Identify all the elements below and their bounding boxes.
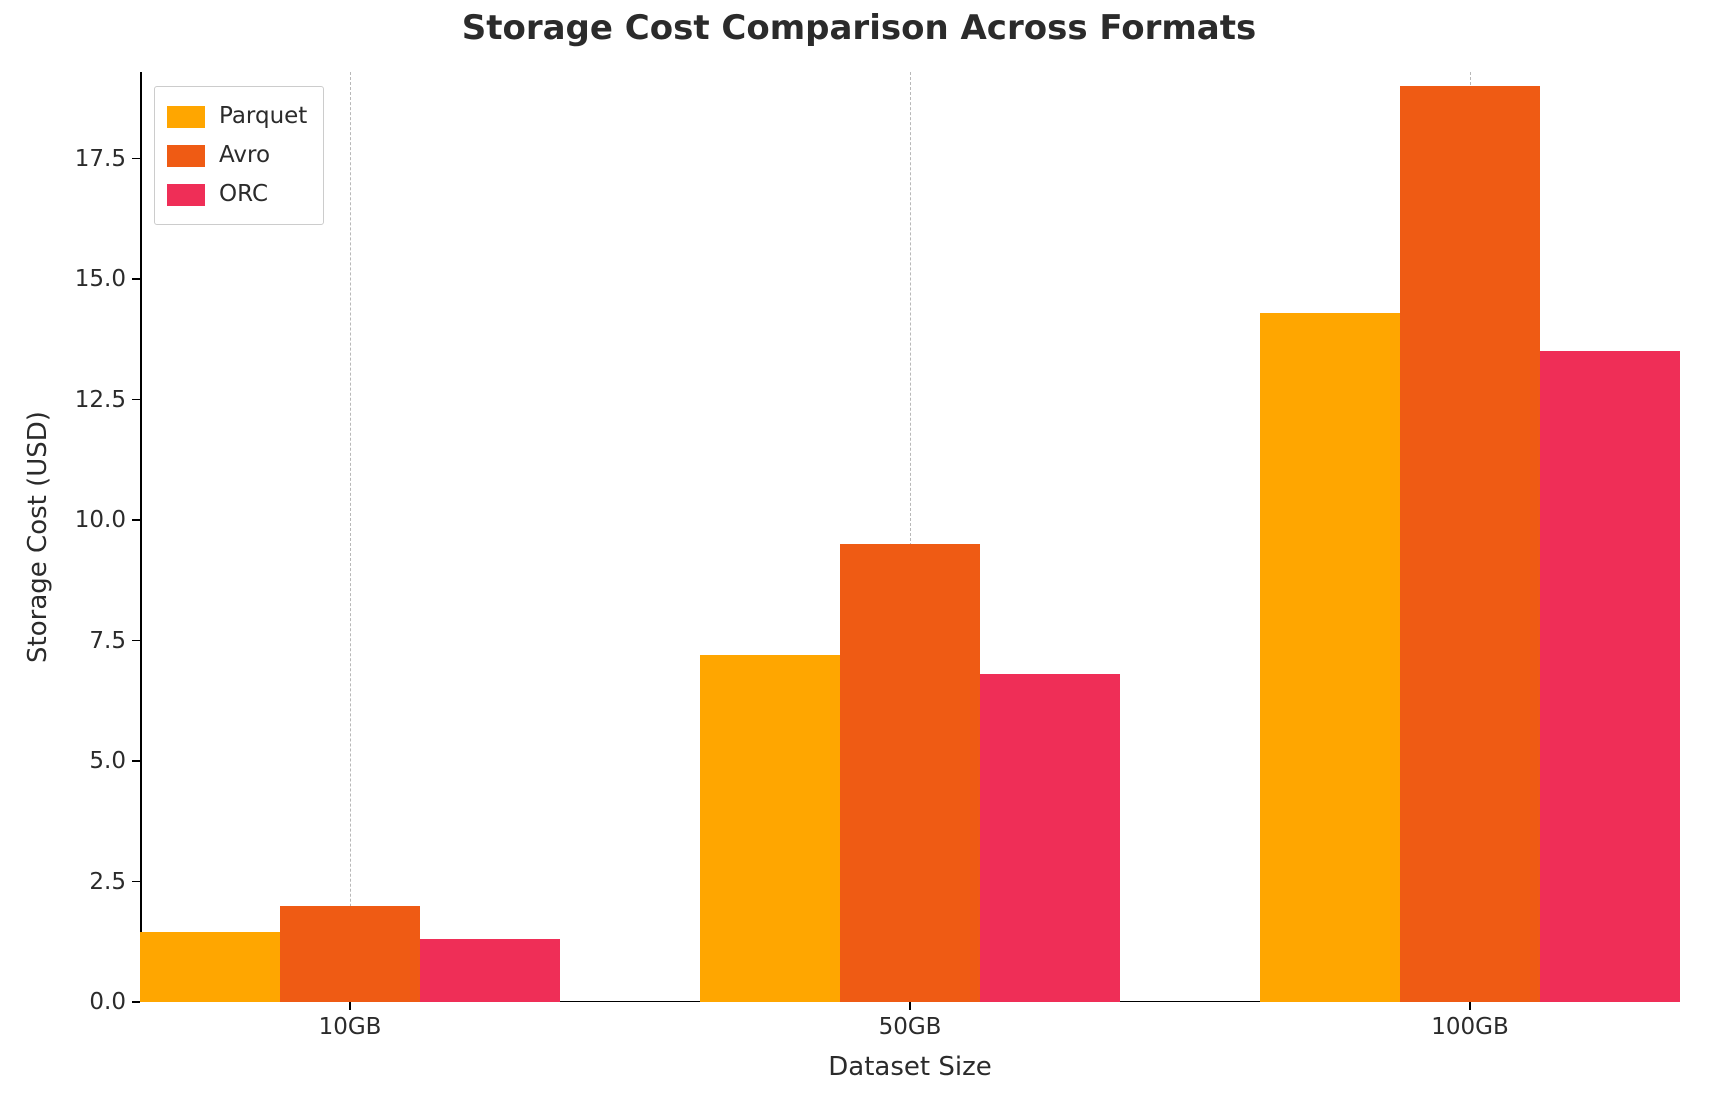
legend-item: Avro bbox=[167, 136, 307, 175]
ytick-mark bbox=[132, 399, 140, 401]
bar-avro bbox=[1400, 86, 1540, 1002]
y-axis-label: Storage Cost (USD) bbox=[23, 411, 53, 663]
ytick-label: 10.0 bbox=[75, 507, 126, 533]
ytick-mark bbox=[132, 640, 140, 642]
x-gridline bbox=[350, 72, 351, 1002]
legend-label: Avro bbox=[219, 136, 270, 175]
ytick-mark bbox=[132, 519, 140, 521]
ytick-mark bbox=[132, 278, 140, 280]
chart-container: Storage Cost Comparison Across Formats 0… bbox=[0, 0, 1718, 1101]
bar-orc bbox=[1540, 351, 1680, 1002]
ytick-label: 2.5 bbox=[89, 869, 126, 895]
ytick-label: 17.5 bbox=[75, 146, 126, 172]
bar-avro bbox=[280, 906, 420, 1002]
bar-parquet bbox=[1260, 313, 1400, 1002]
bar-orc bbox=[980, 674, 1120, 1002]
legend-label: ORC bbox=[219, 175, 268, 214]
ytick-mark bbox=[132, 881, 140, 883]
ytick-mark bbox=[132, 158, 140, 160]
xtick-label: 50GB bbox=[879, 1014, 942, 1040]
plot-area: 0.02.55.07.510.012.515.017.5 10GB50GB100… bbox=[140, 72, 1680, 1002]
legend-swatch bbox=[167, 184, 205, 206]
xtick-mark bbox=[1469, 1002, 1471, 1010]
ytick-label: 12.5 bbox=[75, 387, 126, 413]
ytick-label: 5.0 bbox=[89, 748, 126, 774]
chart-title: Storage Cost Comparison Across Formats bbox=[0, 8, 1718, 48]
legend-swatch bbox=[167, 145, 205, 167]
bar-parquet bbox=[140, 932, 280, 1002]
legend: ParquetAvroORC bbox=[154, 86, 324, 225]
y-axis-spine bbox=[140, 72, 142, 1002]
legend-label: Parquet bbox=[219, 97, 307, 136]
ytick-label: 15.0 bbox=[75, 266, 126, 292]
ytick-mark bbox=[132, 1001, 140, 1003]
bar-parquet bbox=[700, 655, 840, 1002]
legend-swatch bbox=[167, 106, 205, 128]
ytick-mark bbox=[132, 760, 140, 762]
x-axis-label: Dataset Size bbox=[140, 1052, 1680, 1082]
bar-avro bbox=[840, 544, 980, 1002]
legend-item: ORC bbox=[167, 175, 307, 214]
xtick-mark bbox=[349, 1002, 351, 1010]
xtick-label: 10GB bbox=[319, 1014, 382, 1040]
legend-item: Parquet bbox=[167, 97, 307, 136]
ytick-label: 0.0 bbox=[89, 989, 126, 1015]
xtick-mark bbox=[909, 1002, 911, 1010]
xtick-label: 100GB bbox=[1431, 1014, 1509, 1040]
ytick-label: 7.5 bbox=[89, 628, 126, 654]
bar-orc bbox=[420, 939, 560, 1002]
